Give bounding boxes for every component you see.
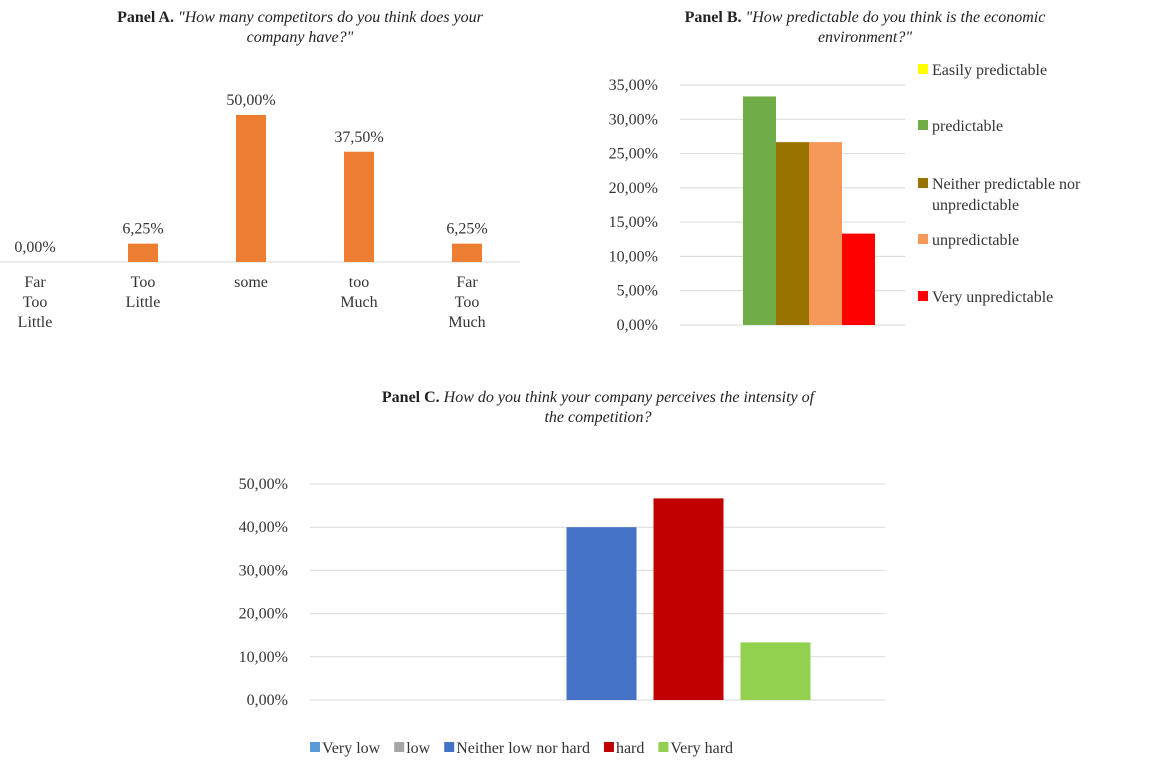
y-tick-label: 40,00%	[239, 519, 288, 536]
legend-swatch	[310, 742, 320, 752]
bar	[776, 142, 809, 325]
legend-swatch	[918, 291, 928, 301]
y-tick-label: 35,00%	[609, 77, 658, 94]
x-tick-label: Far Too Little	[18, 274, 53, 331]
title-b: Panel B. "How predictable do you think i…	[645, 8, 1085, 48]
bar	[452, 243, 482, 262]
legend-label: unpredictable	[932, 232, 1019, 249]
legend-swatch	[444, 742, 455, 752]
x-tick-label: Far Too Much	[448, 274, 485, 331]
legend-label: hard	[616, 740, 644, 757]
y-tick-label: 5,00%	[617, 283, 658, 300]
x-tick-label: Too Little	[126, 274, 161, 311]
data-label: 0,00%	[14, 239, 55, 256]
bar	[566, 527, 637, 700]
data-label: 37,50%	[334, 129, 383, 146]
x-tick-label: too Much	[340, 274, 377, 311]
legend-swatch	[918, 234, 928, 244]
bar	[344, 151, 374, 262]
bar	[128, 243, 158, 262]
legend-label: Very hard	[670, 740, 733, 757]
legend-label: predictable	[932, 118, 1003, 135]
legend-swatch	[394, 742, 405, 752]
legend-swatch	[658, 742, 669, 752]
legend-label: Very low	[322, 740, 381, 757]
bar	[236, 115, 266, 262]
legend-label: Very unpredictable	[932, 289, 1053, 306]
y-tick-label: 20,00%	[239, 606, 288, 623]
legend-swatch	[918, 120, 928, 130]
y-tick-label: 10,00%	[609, 248, 658, 265]
data-label: 50,00%	[226, 92, 275, 109]
legend-label: Neither predictable nor unpredictable	[932, 176, 1081, 214]
title-c: Panel C. How do you think your company p…	[373, 388, 823, 428]
bar	[740, 642, 811, 700]
y-tick-label: 25,00%	[609, 146, 658, 163]
y-tick-label: 0,00%	[617, 317, 658, 334]
title-text: "How predictable do you think is the eco…	[745, 9, 1046, 46]
x-tick-label: some	[234, 274, 268, 291]
data-label: 6,25%	[122, 221, 163, 238]
title-label: Panel C.	[381, 389, 440, 406]
legend-label: Easily predictable	[932, 62, 1047, 79]
title-text: How do you think your company perceives …	[443, 389, 815, 426]
legend-label: low	[406, 740, 430, 757]
legend-swatch	[918, 178, 928, 188]
bar	[653, 498, 724, 700]
y-tick-label: 50,00%	[239, 476, 288, 493]
title-a: Panel A. "How many competitors do you th…	[90, 8, 510, 48]
y-tick-label: 15,00%	[609, 214, 658, 231]
data-label: 6,25%	[446, 221, 487, 238]
title-text: "How many competitors do you think does …	[177, 9, 483, 46]
legend-swatch	[918, 64, 928, 74]
y-tick-label: 30,00%	[239, 562, 288, 579]
y-tick-label: 0,00%	[247, 692, 288, 709]
title-label: Panel A.	[117, 9, 174, 26]
title-label: Panel B.	[684, 9, 742, 26]
y-tick-label: 30,00%	[609, 111, 658, 128]
legend-swatch	[603, 742, 614, 752]
bar	[809, 142, 842, 325]
y-tick-label: 10,00%	[239, 649, 288, 666]
bar	[743, 96, 776, 325]
y-tick-label: 20,00%	[609, 180, 658, 197]
bar	[842, 233, 875, 325]
legend-label: Neither low nor hard	[456, 740, 590, 757]
